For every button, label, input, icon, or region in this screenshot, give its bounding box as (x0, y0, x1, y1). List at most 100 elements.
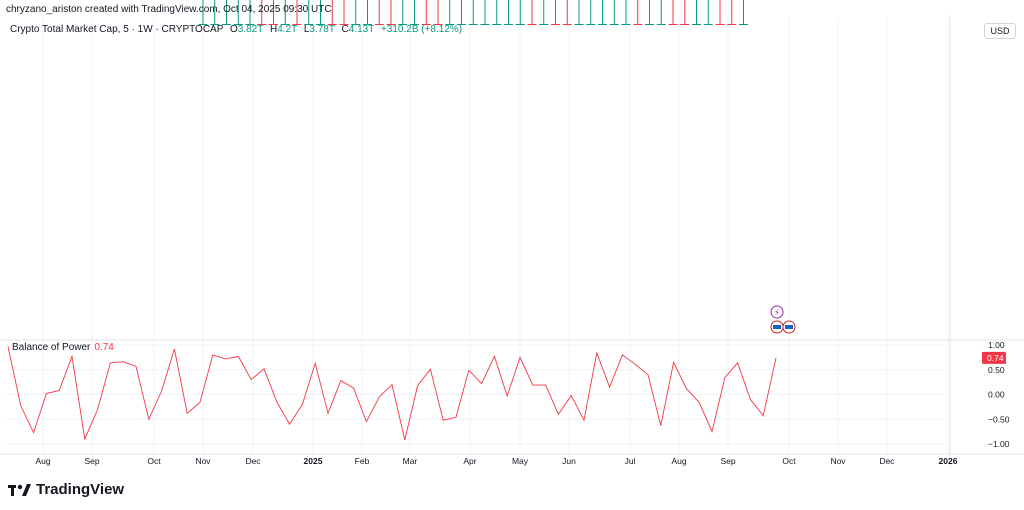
time-label-5: 2025 (304, 456, 323, 466)
bop-tick-1: 0.50 (988, 365, 1005, 375)
candle-body-14 (363, 24, 372, 25)
candle-5 (257, 0, 267, 25)
time-label-13: Sep (720, 456, 735, 466)
candle-19 (421, 0, 431, 25)
tradingview-logo-icon (8, 483, 31, 496)
candle-body-42 (692, 24, 701, 25)
candle-body-13 (351, 24, 361, 25)
candle-body-44 (715, 24, 725, 25)
time-label-14: Oct (782, 456, 796, 466)
chart-legend: Crypto Total Market Cap, 5 · 1W · CRYPTO… (10, 24, 462, 35)
candle-46 (739, 0, 748, 25)
candle-13 (351, 0, 361, 25)
candle-body-36 (621, 24, 631, 25)
candle-body-40 (668, 24, 678, 25)
candle-body-4 (245, 24, 255, 25)
candle-body-3 (233, 24, 243, 25)
candle-25 (492, 0, 502, 25)
candle-4 (245, 0, 255, 25)
candle-22 (457, 0, 466, 25)
bop-tick-4: −1.00 (988, 439, 1010, 449)
svg-text:⚡: ⚡ (774, 309, 780, 319)
close-label: C (341, 24, 349, 35)
bop-tick-3: −0.50 (988, 414, 1010, 424)
candles (198, 0, 748, 25)
candle-body-29 (539, 24, 549, 25)
high-value: 4.2T (277, 24, 298, 35)
candle-12 (339, 0, 349, 25)
time-label-16: Dec (879, 456, 895, 466)
candle-6 (269, 0, 278, 25)
candle-body-28 (527, 24, 537, 25)
time-label-4: Dec (245, 456, 261, 466)
bop-tick-2: 0.00 (988, 390, 1005, 400)
time-label-11: Jul (625, 456, 636, 466)
candle-body-43 (703, 24, 713, 25)
candle-body-30 (551, 24, 560, 25)
indicator-name: Balance of Power (12, 342, 91, 353)
candle-39 (656, 0, 666, 25)
time-label-9: May (512, 456, 529, 466)
symbol-title[interactable]: Crypto Total Market Cap, 5 · 1W · CRYPTO… (10, 24, 224, 35)
candle-31 (562, 0, 572, 25)
candle-0 (198, 0, 208, 25)
low-value: 3.78T (309, 24, 335, 35)
candle-28 (527, 0, 537, 25)
indicator-legend[interactable]: Balance of Power 0.74 (12, 342, 114, 353)
candle-body-8 (292, 24, 302, 25)
candle-34 (598, 0, 607, 25)
candle-body-9 (304, 24, 314, 25)
candle-43 (703, 0, 713, 25)
candle-24 (480, 0, 490, 25)
candle-33 (586, 0, 596, 25)
candle-body-5 (257, 24, 267, 25)
credit-line: chryzano_ariston created with TradingVie… (6, 4, 332, 15)
event-icons: ⚡ (770, 305, 796, 334)
time-label-17: 2026 (939, 456, 958, 466)
brand-logo[interactable]: TradingView (8, 481, 124, 498)
candle-38 (645, 0, 654, 25)
candle-body-7 (280, 24, 290, 25)
currency-button[interactable]: USD (984, 23, 1016, 39)
candle-body-34 (598, 24, 607, 25)
time-label-3: Nov (195, 456, 211, 466)
candle-body-33 (586, 24, 596, 25)
bop-tick-0: 1.00 (988, 340, 1005, 350)
candle-body-20 (433, 24, 443, 25)
grid (0, 15, 1024, 466)
candle-36 (621, 0, 631, 25)
candle-body-27 (515, 24, 525, 25)
candle-21 (445, 0, 455, 25)
time-label-7: Mar (403, 456, 418, 466)
candle-body-23 (468, 24, 478, 25)
candle-37 (633, 0, 643, 25)
candle-9 (304, 0, 314, 25)
candle-body-39 (656, 24, 666, 25)
bop-last-tag (982, 351, 1006, 364)
candle-body-21 (445, 24, 455, 25)
candle-body-19 (421, 24, 431, 25)
candle-body-37 (633, 24, 643, 25)
candle-29 (539, 0, 549, 25)
close-value: 4.13T (348, 24, 375, 35)
time-label-1: Sep (84, 456, 99, 466)
lightning-event-icon (770, 305, 784, 319)
chart-svg[interactable]: 4T3.8T3.6T3.4T3.2T3T2.8T2.6T3.66TTOTAL4.… (0, 0, 1024, 470)
candle-40 (668, 0, 678, 25)
candle-41 (680, 0, 690, 25)
brand-name: TradingView (36, 481, 125, 498)
candle-body-2 (222, 24, 231, 25)
candle-20 (433, 0, 443, 25)
candle-body-17 (398, 24, 408, 25)
time-label-12: Aug (671, 456, 686, 466)
candle-body-31 (562, 24, 572, 25)
candle-body-22 (457, 24, 466, 25)
candle-body-32 (574, 24, 584, 25)
candle-17 (398, 0, 408, 25)
candle-14 (363, 0, 372, 25)
bop-last-label: 0.74 (987, 353, 1004, 363)
candle-2 (222, 0, 231, 25)
candle-body-6 (269, 24, 278, 25)
candle-body-0 (198, 24, 208, 25)
candle-27 (515, 0, 525, 25)
